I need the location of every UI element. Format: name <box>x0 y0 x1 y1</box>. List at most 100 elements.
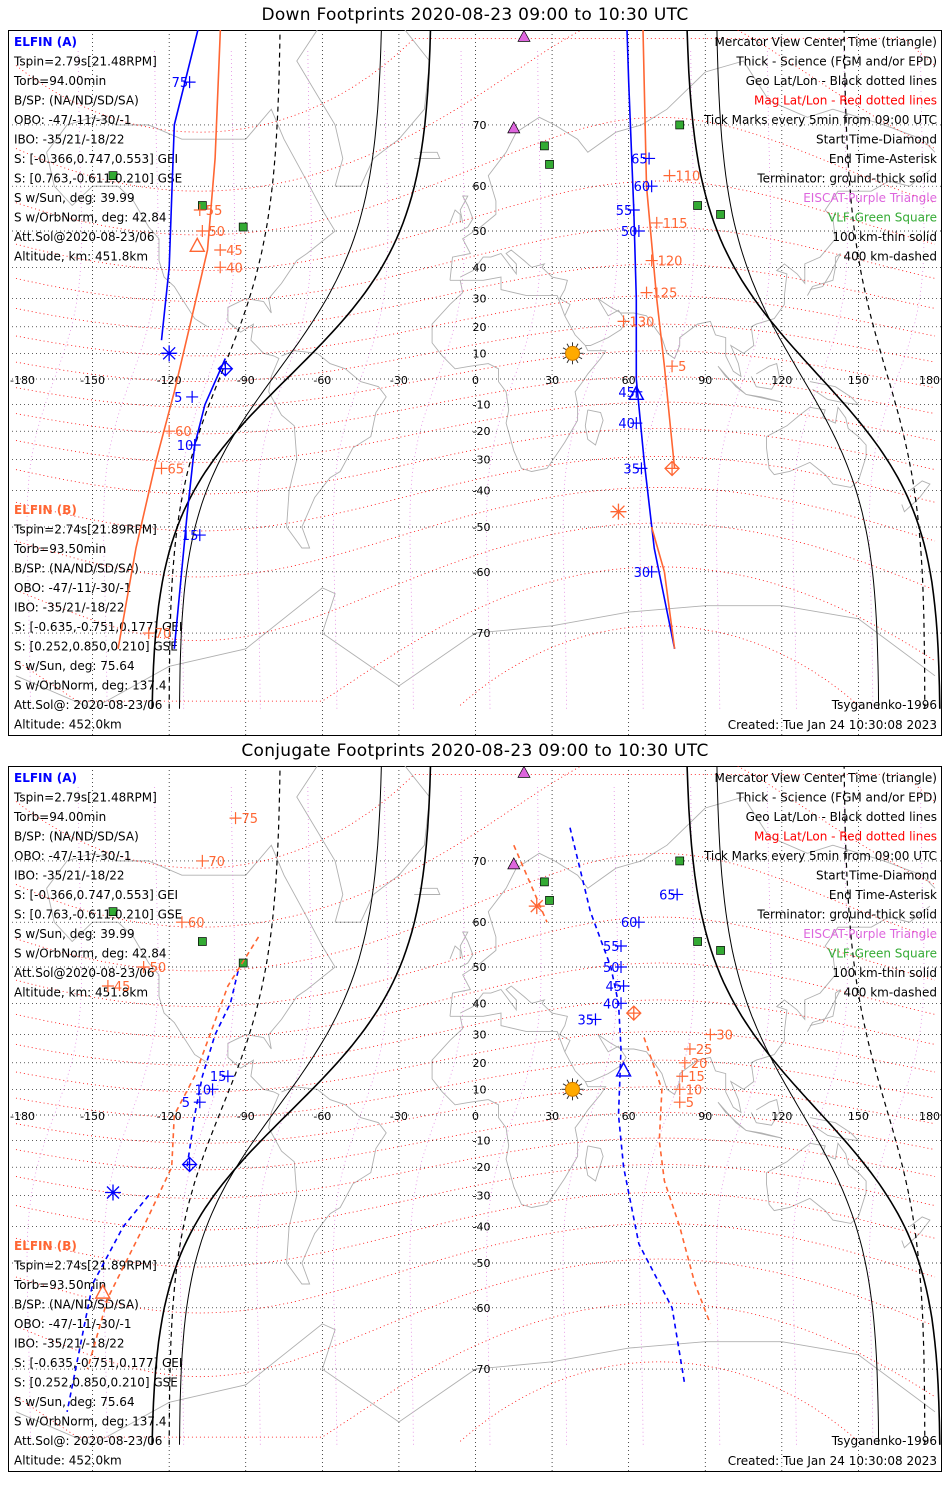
coastline <box>809 381 860 406</box>
coastline <box>431 1012 607 1208</box>
elfin-b-info-line: Altitude: 452.0km <box>14 718 122 732</box>
center-triangle-icon <box>628 384 645 401</box>
elfin-b-tick-mark <box>617 315 630 328</box>
elfin-a-info-line: S: [0.763,-0.611,0.210] GSE <box>14 172 182 186</box>
elfin-a-info-line: S w/OrbNorm, deg: 42.84 <box>14 947 166 961</box>
legend-entry: Mercator View Center Time (triangle) <box>715 35 937 49</box>
sun-icon <box>561 342 584 365</box>
lat-tick-label: 50 <box>473 225 487 238</box>
sun-icon <box>561 1078 584 1101</box>
model-name: Tsyganenko-1996 <box>831 698 937 712</box>
elfin-a-tick-label: 5 <box>174 391 182 406</box>
coastline <box>449 209 461 224</box>
lon-tick-label: -30 <box>390 1110 408 1123</box>
elfin-a-info-line: S w/Sun, deg: 39.99 <box>14 191 135 205</box>
vlf-square-icon <box>693 201 702 210</box>
legend-entry: Mag Lat/Lon - Red dotted lines <box>754 94 937 108</box>
lon-tick-label: 90 <box>698 1110 712 1123</box>
elfin-a-tick-mark <box>589 1013 602 1026</box>
lon-tick-label: 180 <box>919 1110 940 1123</box>
legend-entry: Start Time-Diamond <box>816 869 937 883</box>
elfin-a-info-line: Torb=94.00min <box>13 74 106 88</box>
elfin-a-tick-mark <box>221 1070 234 1083</box>
mag-parallel <box>15 226 936 302</box>
lat-tick-label: -70 <box>473 627 491 640</box>
start-diamond-icon <box>664 460 680 477</box>
elfin-a-tick-mark <box>188 439 201 452</box>
coastline <box>585 169 931 378</box>
terminator-100km-east <box>716 766 880 1445</box>
elfin-b-tick-mark <box>155 462 168 475</box>
lat-tick-label: 40 <box>473 261 487 274</box>
elfin-b-info-line: Att.Sol@: 2020-08-23/06 <box>14 698 162 712</box>
lat-tick-label: -60 <box>473 1302 491 1315</box>
elfin-b-tick-mark <box>196 225 209 238</box>
elfin-a-tick-mark <box>193 529 206 542</box>
end-asterisk-icon <box>161 345 178 362</box>
elfin-a-track <box>66 1194 150 1412</box>
mag-parallel <box>15 263 936 330</box>
mag-parallel <box>15 916 936 1008</box>
lat-tick-label: -30 <box>473 1189 491 1202</box>
lat-tick-label: 70 <box>473 855 487 868</box>
legend-entry: VLF-Green Square <box>828 947 937 961</box>
mag-parallel <box>15 1137 936 1199</box>
elfin-a-info-line: Att.Sol@2020-08-23/06 <box>14 230 155 244</box>
lat-tick-label: -10 <box>473 399 491 412</box>
coastline <box>584 409 604 446</box>
elfin-a-tick-label: 10 <box>195 1083 212 1098</box>
lon-tick-label: 0 <box>472 374 479 387</box>
terminator-100km-east <box>716 30 880 709</box>
elfin-b-track <box>513 844 548 923</box>
lon-tick-label: -90 <box>237 374 255 387</box>
lon-tick-label: -60 <box>313 374 331 387</box>
elfin-b-tick-mark <box>645 254 658 267</box>
elfin-a-info-line: Altitude, km: 451.8km <box>14 986 148 1000</box>
center-triangle-icon <box>615 1061 632 1077</box>
vlf-square-icon <box>545 896 554 905</box>
elfin-b-info-line: OBO: -47/-11/-30/-1 <box>14 1317 131 1331</box>
elfin-b-info-line: Torb=93.50min <box>13 542 106 556</box>
mag-parallel <box>15 116 936 236</box>
down-footprints-map: -180 -150 -120 -90 -60 -30 0 30 60 90 120 150 180706… <box>8 30 942 736</box>
elfin-a-tick-mark <box>632 916 645 929</box>
coastline <box>459 195 474 232</box>
lon-tick-label: -150 <box>80 374 105 387</box>
lat-tick-label: 50 <box>473 961 487 974</box>
terminator-ground <box>151 766 432 1445</box>
mag-parallel <box>15 962 936 1038</box>
elfin-a-info-line: B/SP: (NA/ND/SD/SA) <box>14 830 139 844</box>
elfin-a-tick-label: 35 <box>623 462 640 477</box>
vlf-square-icon <box>545 160 554 169</box>
legend-entry: 400 km-dashed <box>843 986 937 1000</box>
elfin-b-info-line: Att.Sol@: 2020-08-23/06 <box>14 1434 162 1448</box>
elfin-a-name: ELFIN (A) <box>14 771 77 785</box>
center-triangle-icon <box>189 236 206 253</box>
elfin-b-tick-label: 5 <box>686 1096 694 1111</box>
elfin-a-info-line: IBO: -35/21/-18/22 <box>14 133 125 147</box>
terminator-400km-east <box>843 766 926 1445</box>
mag-parallel <box>15 1031 936 1093</box>
elfin-b-name: ELFIN (B) <box>14 503 77 517</box>
lat-tick-label: 20 <box>473 321 487 334</box>
model-name: Tsyganenko-1996 <box>831 1434 937 1448</box>
legend-entry: Tick Marks every 5min from 09:00 UTC <box>703 849 937 863</box>
elfin-a-tick-mark <box>615 997 628 1010</box>
elfin-b-tick-mark <box>163 425 176 438</box>
elfin-b-info-line: S: [-0.635,-0.751,0.177] GEI <box>14 620 182 634</box>
elfin-b-tick-mark <box>663 169 676 182</box>
elfin-b-info-line: S: [-0.635,-0.751,0.177] GEI <box>14 1356 182 1370</box>
lat-tick-label: -20 <box>473 1161 491 1174</box>
elfin-a-info-line: S: [0.763,-0.611,0.210] GSE <box>14 908 182 922</box>
coastline <box>807 253 841 296</box>
elfin-b-tick-label: 10 <box>686 1083 703 1098</box>
legend-entry: 400 km-dashed <box>843 250 937 264</box>
mag-parallel <box>15 401 936 463</box>
legend-entry: EISCAT-Purple Triangle <box>803 191 937 205</box>
elfin-a-tick-mark <box>186 390 199 403</box>
mag-parallel <box>15 456 936 532</box>
legend-entry: End Time-Asterisk <box>829 152 937 166</box>
elfin-b-tick-mark <box>678 1056 691 1069</box>
lat-tick-label: 60 <box>473 180 487 193</box>
elfin-a-tick-mark <box>645 565 658 578</box>
